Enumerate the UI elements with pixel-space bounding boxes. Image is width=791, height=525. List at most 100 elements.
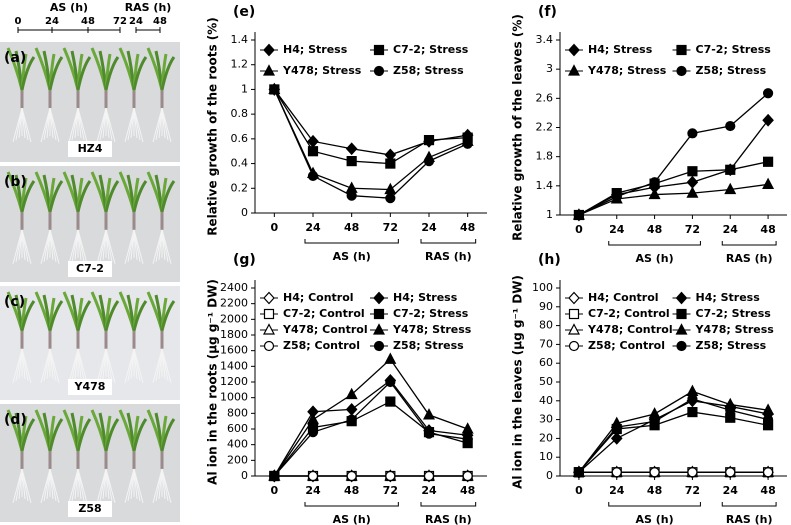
legend-label: H4; Control (283, 291, 354, 304)
root (133, 348, 144, 383)
legend-label: Z58; Stress (393, 339, 464, 352)
data-point (649, 467, 660, 478)
x-tick-label: 72 (685, 484, 700, 497)
legend-marker (263, 43, 275, 57)
y-tick-label: 3.4 (536, 33, 554, 46)
y-tick-label: 10 (539, 450, 553, 463)
legend-marker (568, 43, 580, 57)
photo-name: HZ4 (78, 142, 103, 155)
y-tick-label: 1.8 (536, 150, 554, 163)
data-point (762, 113, 774, 127)
legend-marker (373, 44, 385, 56)
leaf (48, 56, 64, 91)
x-tick-label: 0 (575, 484, 583, 497)
x-tick-label: 24 (305, 484, 321, 497)
x-group-label: AS (h) (333, 250, 371, 263)
root (105, 348, 116, 383)
series-line (273, 381, 468, 477)
name-box (68, 379, 112, 395)
panel-label: (d) (4, 412, 27, 428)
x-tick-label: 0 (271, 484, 279, 497)
legend-label: Y478; Control (587, 323, 673, 336)
data-point (762, 467, 774, 478)
data-point (307, 470, 319, 482)
y-axis-title: Al ion in the roots (μg g⁻¹ DW) (206, 279, 220, 485)
legend-marker (568, 291, 580, 305)
leaf (20, 180, 36, 213)
data-point (649, 416, 660, 427)
group-bracket (304, 502, 399, 507)
photo-name: Z58 (78, 502, 101, 515)
y-tick-label: 100 (532, 281, 553, 294)
x-group-label: AS (h) (636, 513, 674, 525)
y-tick-label: 2000 (220, 312, 248, 325)
data-point (649, 177, 660, 188)
leaf (160, 300, 176, 332)
time-axis-label: RAS (h) (125, 1, 172, 14)
data-point (385, 396, 396, 407)
legend-marker (263, 308, 275, 320)
y-tick-label: 1000 (220, 391, 248, 404)
legend-label: H4; Stress (588, 43, 653, 56)
legend-label: Z58; Stress (696, 64, 767, 77)
data-point (307, 412, 319, 425)
legend-label: Z58; Stress (696, 339, 767, 352)
data-point (345, 403, 358, 416)
data-point (423, 156, 435, 167)
data-point (648, 187, 661, 200)
series-line (578, 390, 769, 473)
name-box (68, 501, 112, 517)
data-point (725, 120, 736, 132)
leaf (160, 180, 176, 213)
data-point (462, 434, 473, 445)
data-point (423, 470, 435, 482)
data-point (762, 156, 774, 167)
y-tick-label: 800 (227, 406, 248, 419)
x-tick-label: 0 (575, 223, 583, 236)
data-point (762, 414, 774, 425)
legend-marker (568, 323, 580, 335)
leaf (20, 300, 36, 332)
x-tick-label: 48 (647, 223, 662, 236)
leaf (132, 180, 148, 213)
time-tick-label: 0 (15, 16, 22, 27)
panel-label: (f) (538, 4, 557, 20)
series-line (273, 89, 468, 191)
group-bracket (608, 502, 701, 507)
time-tick-label: 72 (113, 16, 127, 27)
data-point (345, 142, 358, 156)
legend-label: Z58; Control (588, 339, 665, 352)
y-tick-label: 0 (241, 469, 248, 482)
leaf (104, 300, 120, 332)
legend-marker (373, 65, 385, 77)
data-point (461, 422, 474, 434)
data-point (687, 406, 698, 418)
root (77, 468, 88, 504)
leaf (20, 418, 36, 452)
y-tick-label: 40 (539, 394, 553, 407)
data-point (269, 84, 280, 95)
legend-label: C7-2; Stress (393, 307, 469, 320)
root (49, 348, 60, 383)
photo-name: Y478 (74, 380, 106, 393)
root (49, 468, 60, 504)
x-tick-label: 24 (723, 484, 739, 497)
y-tick-label: 1.4 (231, 33, 249, 46)
x-group-label: AS (h) (636, 252, 674, 265)
legend-marker (263, 64, 275, 76)
root (21, 348, 32, 383)
series-line (273, 89, 468, 165)
data-point (611, 467, 622, 478)
legend-label: C7-2; Control (283, 307, 365, 320)
data-point (762, 88, 774, 99)
y-tick-label: 1.4 (536, 179, 554, 192)
legend-marker (675, 291, 688, 305)
legend-label: Y478; Stress (587, 64, 667, 77)
data-point (346, 156, 357, 167)
x-group-label: RAS (h) (425, 250, 472, 263)
y-tick-label: 0.8 (231, 107, 249, 120)
y-tick-label: 50 (539, 375, 553, 388)
y-tick-label: 2400 (220, 281, 248, 294)
data-point (725, 467, 736, 478)
